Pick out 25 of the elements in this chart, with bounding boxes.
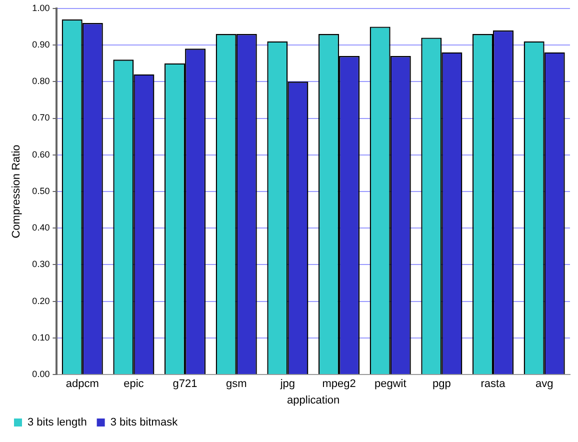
y-tick-label: 0.80	[32, 76, 50, 86]
x-tick-label: g721	[172, 378, 198, 390]
y-axis-title: Compression Ratio	[10, 144, 23, 238]
x-tick-label: mpeg2	[322, 378, 356, 390]
y-tick-label: 0.40	[32, 222, 50, 233]
x-axis-title: application	[287, 394, 340, 406]
x-tick-label: rasta	[480, 378, 506, 390]
x-tick-label: epic	[124, 378, 144, 390]
x-tick-label: pegwit	[374, 378, 406, 390]
y-tick-label: 0.90	[32, 40, 50, 50]
x-tick-label: pgp	[432, 378, 451, 390]
y-tick-label: 0.10	[32, 332, 50, 342]
y-tick-label: 1.00	[32, 2, 50, 13]
y-tick-label: 0.30	[32, 259, 50, 270]
legend-label: 3 bits bitmask	[110, 416, 178, 429]
y-tick-label: 0.60	[32, 149, 50, 160]
legend-label: 3 bits length	[28, 416, 87, 429]
x-tick-label: gsm	[226, 378, 247, 390]
x-tick-label: jpg	[279, 378, 296, 390]
x-tick-label: avg	[535, 378, 554, 390]
y-tick-label: 0.70	[32, 112, 50, 123]
y-tick-label: 0.20	[32, 296, 50, 306]
y-tick-label: 0.50	[32, 186, 50, 196]
x-tick-label: adpcm	[66, 378, 99, 390]
y-tick-label: 0.00	[32, 369, 50, 380]
